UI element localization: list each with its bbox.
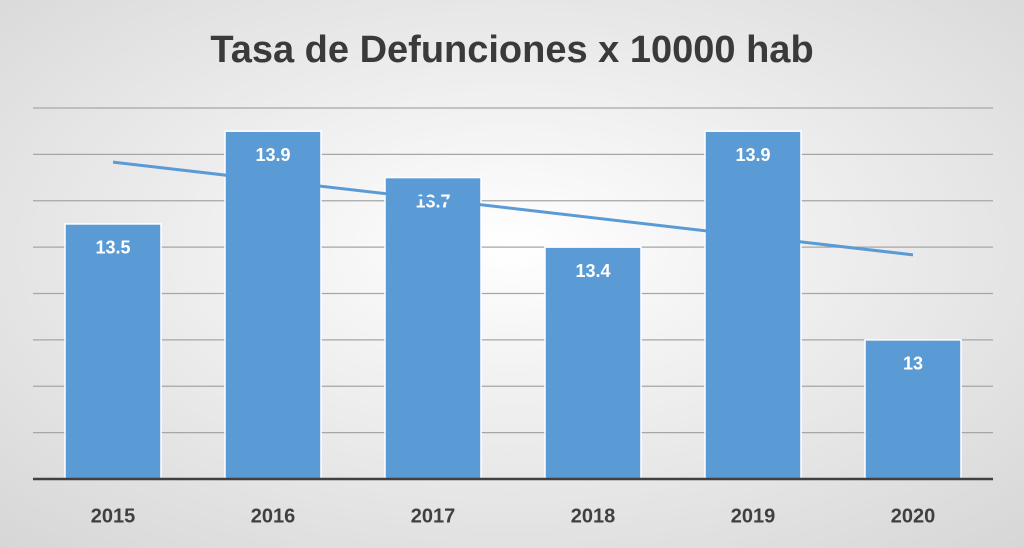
trendline — [112, 160, 914, 257]
bar — [384, 176, 482, 480]
bar — [544, 246, 642, 480]
x-tick-label: 2019 — [731, 505, 776, 527]
x-tick-label: 2020 — [891, 505, 936, 527]
data-label: 13.7 — [415, 191, 450, 211]
data-label: 13.4 — [575, 261, 610, 281]
bar — [864, 339, 962, 480]
bar — [224, 130, 322, 480]
x-tick-label: 2017 — [411, 505, 456, 527]
x-tick-label: 2016 — [251, 505, 296, 527]
bar — [704, 130, 802, 480]
bar — [64, 223, 162, 480]
data-label: 13.9 — [735, 145, 770, 165]
data-label: 13.9 — [255, 145, 290, 165]
chart-title: Tasa de Defunciones x 10000 hab — [210, 29, 813, 71]
data-label: 13.5 — [95, 238, 130, 258]
x-tick-label: 2015 — [91, 505, 136, 527]
x-tick-label: 2018 — [571, 505, 616, 527]
data-label: 13 — [903, 354, 923, 374]
